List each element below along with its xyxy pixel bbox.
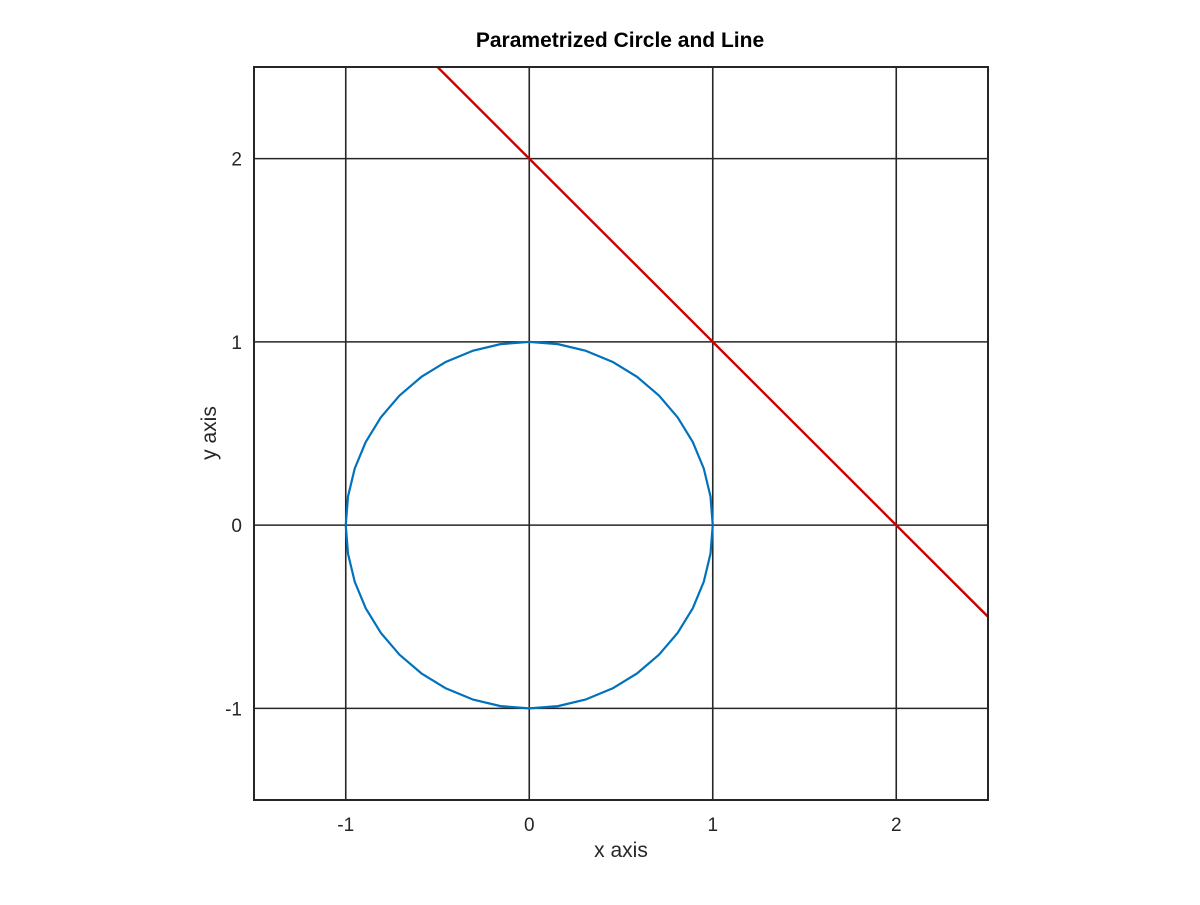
plot-area: [253, 66, 989, 801]
grid-lines: [254, 67, 988, 800]
chart-title: Parametrized Circle and Line: [476, 29, 764, 52]
x-tick-label: 0: [524, 815, 535, 836]
x-axis-label: x axis: [594, 839, 648, 862]
x-tick-label: -1: [337, 815, 354, 836]
x-tick-label: 1: [707, 815, 718, 836]
axes-background: [254, 67, 988, 800]
y-axis-label: y axis: [198, 406, 221, 460]
axes-frame: [253, 66, 989, 801]
y-tick-labels: -1 0 1 2: [225, 150, 242, 721]
y-tick-label: 0: [231, 516, 242, 537]
y-tick-label: 2: [231, 150, 242, 171]
circle-series: [344, 340, 714, 710]
x-tick-labels: -1 0 1 2: [337, 815, 901, 836]
y-tick-label: -1: [225, 699, 242, 720]
series-layer: [344, 67, 988, 710]
y-tick-label: 1: [231, 333, 242, 354]
x-tick-label: 2: [891, 815, 902, 836]
line-series: [435, 67, 988, 618]
